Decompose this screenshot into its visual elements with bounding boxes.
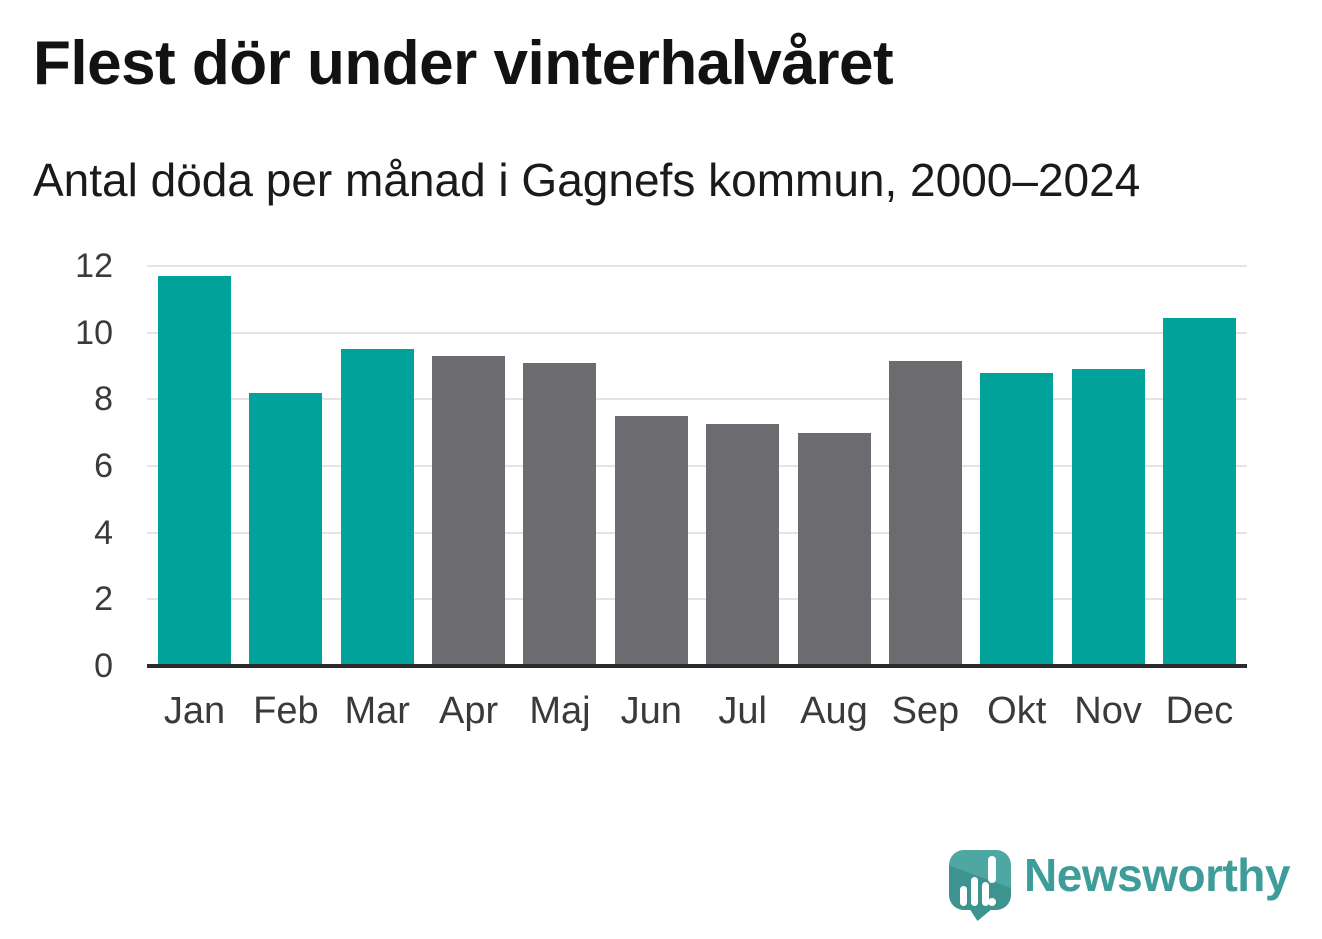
gridline-12 — [147, 265, 1247, 267]
plot-area: Jan Feb Mar Apr Maj Jun Jul Aug Sep Okt Nov Dec 0 2 4… — [75, 249, 1247, 732]
bar-aug — [797, 432, 871, 666]
bar-dec — [1162, 317, 1236, 666]
bar-column-jun: Jun — [614, 266, 688, 732]
bar-jul — [706, 424, 780, 666]
x-tick-label-sep: Sep — [891, 690, 960, 732]
y-tick-label-12: 12 — [75, 247, 113, 285]
bar-apr — [432, 356, 506, 666]
x-tick-label-mar: Mar — [344, 690, 410, 732]
bar-column-feb: Feb — [249, 266, 323, 732]
gridline-4 — [147, 531, 1247, 534]
bar-column-dec: Dec — [1162, 266, 1236, 732]
logo-exclamation-icon — [988, 856, 997, 883]
y-tick-label-10: 10 — [75, 313, 113, 352]
bar-column-maj: Maj — [523, 266, 597, 732]
y-tick-label-6: 6 — [94, 447, 113, 485]
x-tick-label-maj: Maj — [529, 690, 591, 732]
chart-subtitle: Antal döda per månad i Gagnefs kommun, 2… — [33, 154, 1141, 206]
gridline-6 — [147, 465, 1247, 467]
bar-maj — [523, 362, 597, 666]
x-tick-label-apr: Apr — [439, 690, 499, 732]
logo-speech-bubble — [949, 850, 1012, 910]
newsworthy-logo-icon — [949, 848, 1012, 922]
y-tick-label-8: 8 — [94, 380, 113, 419]
bar-column-apr: Apr — [432, 266, 506, 732]
logo-exclamation-dot — [988, 898, 997, 906]
x-tick-label-feb: Feb — [253, 690, 319, 732]
bar-nov — [1071, 369, 1145, 666]
bars-row: Jan Feb Mar Apr Maj Jun Jul Aug Sep Okt Nov Dec — [147, 266, 1247, 732]
logo-speech-bubble-tail — [969, 908, 994, 921]
bar-column-mar: Mar — [340, 266, 414, 732]
bar-jan — [158, 276, 231, 666]
gridline-2 — [147, 598, 1247, 601]
brand-footer: Newsworthy — [949, 848, 1290, 924]
x-tick-label-okt: Okt — [987, 690, 1047, 732]
bar-feb — [249, 392, 323, 666]
y-tick-label-4: 4 — [94, 513, 113, 552]
bar-column-sep: Sep — [888, 266, 962, 732]
bar-sep — [888, 361, 962, 666]
gridline-8 — [147, 398, 1247, 401]
y-tick-label-0: 0 — [94, 647, 113, 685]
gridline-10 — [147, 331, 1247, 334]
bar-mar — [340, 349, 414, 666]
bar-column-okt: Okt — [980, 266, 1054, 732]
x-tick-label-jul: Jul — [718, 690, 767, 732]
bar-column-jul: Jul — [706, 266, 780, 732]
logo-mini-bar — [960, 886, 968, 906]
brand-name: Newsworthy — [1024, 849, 1290, 901]
bar-okt — [980, 372, 1054, 666]
x-tick-label-jun: Jun — [620, 690, 682, 732]
logo-mini-bar-chart-icon — [960, 877, 990, 906]
bar-jun — [614, 416, 688, 666]
x-tick-label-nov: Nov — [1074, 690, 1142, 732]
x-tick-label-jan: Jan — [163, 690, 226, 732]
logo-mini-bar — [971, 877, 979, 906]
logo-mini-bar — [982, 882, 990, 906]
y-tick-label-2: 2 — [94, 580, 113, 619]
bar-column-aug: Aug — [797, 266, 871, 732]
chart-title: Flest dör under vinterhalvåret — [33, 29, 894, 98]
x-tick-label-aug: Aug — [800, 690, 868, 732]
bar-column-nov: Nov — [1071, 266, 1145, 732]
x-tick-label-dec: Dec — [1165, 690, 1234, 732]
x-axis-line — [147, 664, 1247, 668]
bar-column-jan: Jan — [158, 266, 231, 732]
